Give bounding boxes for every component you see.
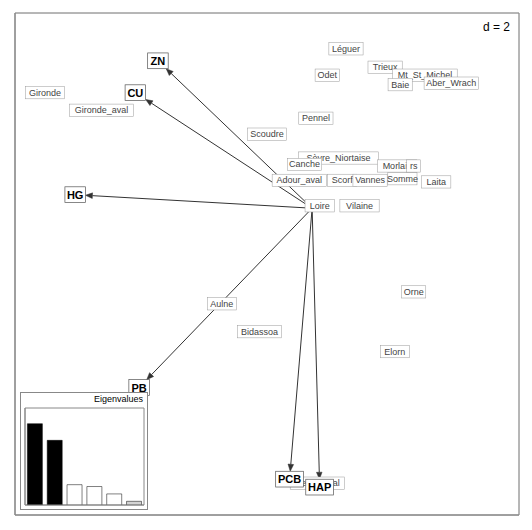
svg-text:Vilaine: Vilaine	[346, 201, 373, 211]
svg-text:PB: PB	[131, 381, 147, 394]
svg-text:Laita: Laita	[426, 177, 446, 187]
svg-text:Elorn: Elorn	[384, 347, 405, 357]
svg-text:Somme: Somme	[387, 174, 418, 184]
svg-text:Léguer: Léguer	[332, 44, 360, 54]
svg-text:Canche: Canche	[289, 159, 320, 169]
svg-text:Scorf: Scorf	[332, 175, 354, 185]
svg-text:HG: HG	[67, 189, 84, 201]
svg-text:Sèvre_Niortaise: Sèvre_Niortaise	[306, 153, 371, 163]
svg-text:Odet: Odet	[317, 70, 337, 80]
svg-text:PCB: PCB	[278, 473, 301, 485]
svg-text:CU: CU	[127, 87, 143, 99]
svg-text:HAP: HAP	[308, 481, 331, 493]
html-text:Eigenvalues: Eigenvalues	[94, 394, 143, 404]
svg-text:Gironde_aval: Gironde_aval	[75, 105, 129, 115]
svg-text:ZN: ZN	[151, 55, 166, 67]
svg-text:Aber_Wrach: Aber_Wrach	[426, 78, 476, 88]
svg-text:Baie: Baie	[391, 80, 409, 90]
svg-text:rs: rs	[410, 161, 418, 171]
svg-text:Loire: Loire	[310, 201, 330, 211]
svg-text:Pennel: Pennel	[302, 113, 330, 123]
html-text:d = 2: d = 2	[483, 20, 510, 34]
svg-text:Vannes: Vannes	[355, 175, 385, 185]
svg-text:Adour_aval: Adour_aval	[277, 175, 323, 185]
svg-text:Aulne: Aulne	[210, 299, 233, 309]
svg-text:Bidassoa: Bidassoa	[241, 327, 278, 337]
svg-text:Scoudre: Scoudre	[250, 129, 284, 139]
svg-text:Morlaix: Morlaix	[382, 161, 412, 171]
svg-text:Mt_St_Michel: Mt_St_Michel	[397, 70, 453, 81]
svg-text:Gironde: Gironde	[29, 88, 61, 98]
svg-text:Trieux: Trieux	[372, 62, 398, 73]
svg-text:Orne: Orne	[404, 287, 424, 297]
